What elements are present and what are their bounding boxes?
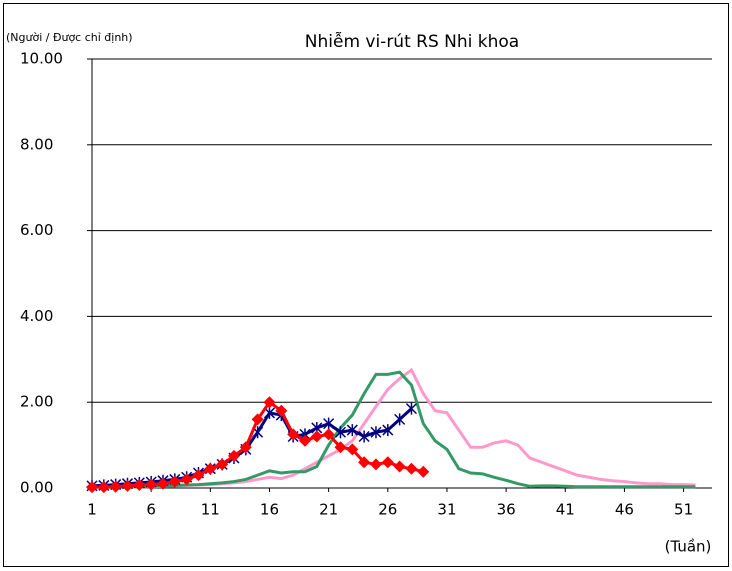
marker <box>405 402 417 415</box>
marker <box>405 462 418 475</box>
marker <box>394 413 406 426</box>
marker <box>322 428 335 441</box>
y-tick-label: 10.00 <box>20 50 63 68</box>
x-axis-label: (Tuần) <box>665 538 712 556</box>
x-tick-label: 51 <box>674 501 693 519</box>
marker <box>287 428 300 441</box>
marker <box>346 424 358 437</box>
marker <box>168 475 181 488</box>
marker <box>275 404 288 417</box>
marker <box>358 456 371 469</box>
marker <box>121 479 134 492</box>
marker <box>358 430 370 443</box>
marker <box>109 480 122 493</box>
x-tick-label: 21 <box>319 501 338 519</box>
marker <box>334 426 347 439</box>
marker <box>263 396 276 409</box>
marker <box>393 460 406 473</box>
plot-area <box>92 59 712 488</box>
x-tick-label: 36 <box>497 501 516 519</box>
marker <box>204 462 217 475</box>
x-tick-label: 6 <box>146 501 156 519</box>
marker <box>381 456 394 469</box>
marker <box>417 465 430 478</box>
series-line <box>91 407 413 488</box>
marker <box>310 430 323 443</box>
x-tick-label: 41 <box>556 501 575 519</box>
marker <box>370 426 382 439</box>
marker <box>216 458 229 471</box>
marker <box>239 441 252 454</box>
x-tick-label: 31 <box>437 501 456 519</box>
marker <box>334 441 347 454</box>
marker <box>192 469 205 482</box>
x-tick-label: 16 <box>260 501 279 519</box>
y-tick-label: 8.00 <box>20 135 53 153</box>
marker <box>323 417 335 430</box>
chart-title: Nhiễm vi-rút RS Nhi khoa <box>305 31 519 52</box>
marker <box>227 449 240 462</box>
y-axis-label: (Người / Được chỉ định) <box>6 31 133 44</box>
marker <box>346 443 359 456</box>
series-line <box>92 370 696 489</box>
x-tick-label: 26 <box>378 501 397 519</box>
x-tick-label: 11 <box>201 501 220 519</box>
marker <box>156 477 169 490</box>
marker <box>369 458 382 471</box>
y-tick-label: 2.00 <box>20 393 53 411</box>
marker <box>180 473 193 486</box>
marker <box>382 424 394 437</box>
y-tick-label: 4.00 <box>20 307 53 325</box>
x-tick-label: 1 <box>87 501 97 519</box>
marker <box>97 481 110 494</box>
marker <box>86 481 98 494</box>
x-tick-label: 46 <box>615 501 634 519</box>
marker <box>298 434 311 447</box>
marker <box>145 478 158 491</box>
y-tick-label: 6.00 <box>20 221 53 239</box>
y-tick-label: 0.00 <box>20 479 53 497</box>
marker <box>251 413 264 426</box>
marker <box>133 478 146 491</box>
